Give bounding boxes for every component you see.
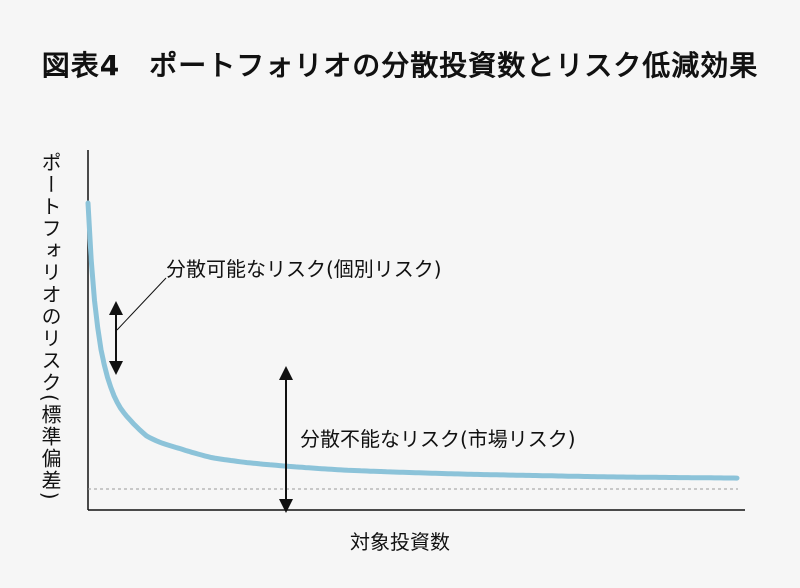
y-axis-label: ポートフォリオのリスク(標準偏差) — [38, 152, 62, 502]
diversifiable-risk-label: 分散可能なリスク(個別リスク) — [166, 257, 442, 281]
risk-curve — [85, 200, 740, 481]
chart-title: 図表4 ポートフォリオの分散投資数とリスク低減効果 — [41, 49, 759, 82]
x-axis-label: 対象投資数 — [350, 530, 450, 554]
systematic-risk-label: 分散不能なリスク(市場リスク) — [300, 427, 576, 451]
diversifiable-risk-leader-line — [116, 277, 167, 331]
